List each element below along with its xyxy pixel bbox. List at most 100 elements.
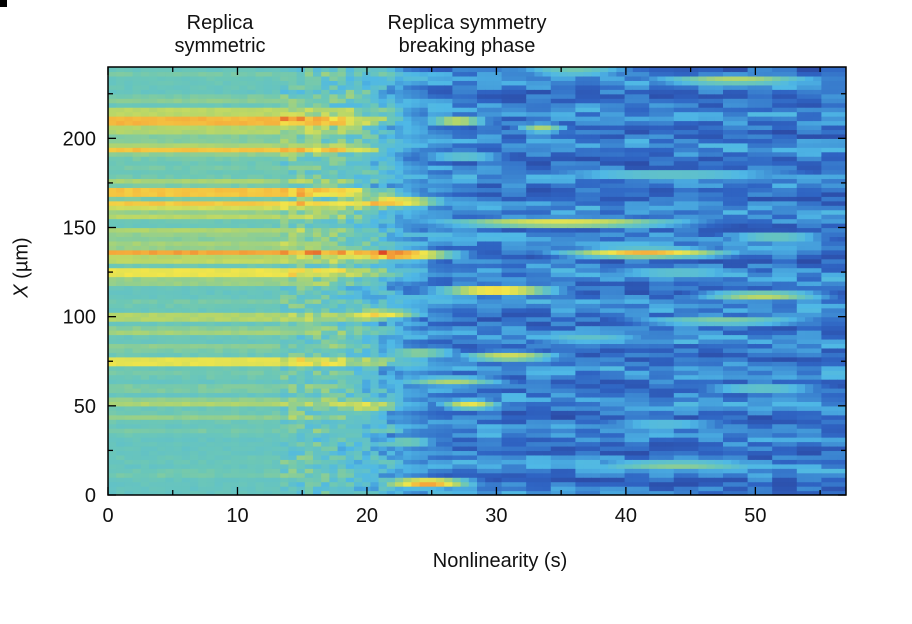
heatmap-cell xyxy=(329,463,339,469)
heatmap-cell xyxy=(214,156,224,162)
heatmap-cell xyxy=(222,160,232,166)
heatmap-cell xyxy=(313,281,322,287)
heatmap-cell xyxy=(165,67,175,73)
heatmap-cell xyxy=(263,370,273,376)
heatmap-cell xyxy=(165,392,175,398)
heatmap-cell xyxy=(321,312,330,318)
heatmap-cell xyxy=(132,401,142,407)
heatmap-cell xyxy=(526,388,535,394)
heatmap-cell xyxy=(362,405,371,411)
heatmap-cell xyxy=(436,102,445,108)
heatmap-cell xyxy=(419,303,429,309)
heatmap-cell xyxy=(181,223,191,229)
heatmap-cell xyxy=(149,298,158,304)
heatmap-cell xyxy=(222,200,232,206)
heatmap-cell xyxy=(485,80,494,86)
heatmap-cell xyxy=(149,182,158,188)
heatmap-cell xyxy=(444,205,453,211)
heatmap-cell xyxy=(526,316,535,322)
heatmap-cell xyxy=(304,84,314,90)
heatmap-cell xyxy=(436,481,445,487)
heatmap-cell xyxy=(149,209,158,215)
heatmap-cell xyxy=(280,383,289,389)
heatmap-cell xyxy=(288,463,298,469)
heatmap-cell xyxy=(468,178,478,184)
heatmap-cell xyxy=(468,298,478,304)
heatmap-cell xyxy=(132,120,142,126)
heatmap-cell xyxy=(140,365,150,371)
heatmap-cell xyxy=(329,205,339,211)
heatmap-cell xyxy=(370,111,380,117)
heatmap-cell xyxy=(206,281,216,287)
heatmap-cell xyxy=(526,111,535,117)
heatmap-cell xyxy=(222,67,232,73)
heatmap-cell xyxy=(206,365,216,371)
heatmap-cell xyxy=(509,205,519,211)
heatmap-cell xyxy=(304,191,314,197)
heatmap-cell xyxy=(460,325,470,331)
heatmap-cell xyxy=(181,361,191,367)
heatmap-cell xyxy=(321,182,330,188)
heatmap-cell xyxy=(436,356,445,362)
heatmap-cell xyxy=(173,437,183,443)
heatmap-cell xyxy=(386,432,396,438)
heatmap-cell xyxy=(493,437,503,443)
heatmap-cell xyxy=(239,89,248,95)
heatmap-cell xyxy=(411,231,421,238)
heatmap-cell xyxy=(411,71,421,77)
heatmap-cell xyxy=(140,325,150,331)
heatmap-cell xyxy=(345,343,355,349)
heatmap-cell xyxy=(436,236,445,242)
heatmap-cell xyxy=(321,214,330,220)
heatmap-cell xyxy=(501,116,511,122)
heatmap-cell xyxy=(321,294,330,300)
heatmap-cell xyxy=(272,182,281,188)
heatmap-cell xyxy=(345,330,355,336)
heatmap-cell xyxy=(370,93,380,99)
heatmap-cell xyxy=(247,490,257,495)
heatmap-cell xyxy=(370,477,380,483)
heatmap-cell xyxy=(509,472,519,478)
heatmap-cell xyxy=(518,312,527,318)
heatmap-cell xyxy=(304,410,314,416)
heatmap-cell xyxy=(477,347,486,353)
heatmap-cell xyxy=(386,361,396,367)
heatmap-cell xyxy=(247,410,257,416)
heatmap-cell xyxy=(272,459,281,465)
heatmap-cell xyxy=(132,316,142,322)
heatmap-cell xyxy=(280,267,289,273)
heatmap-cell xyxy=(108,445,117,452)
heatmap-cell xyxy=(173,80,183,86)
heatmap-cell xyxy=(280,419,289,425)
heatmap-cell xyxy=(222,227,232,233)
heatmap-cell xyxy=(501,352,511,358)
heatmap-cell xyxy=(263,334,273,340)
heatmap-cell xyxy=(321,129,330,135)
heatmap-cell xyxy=(157,214,166,220)
heatmap-cell xyxy=(345,423,355,429)
heatmap-cell xyxy=(116,356,125,362)
heatmap-cell xyxy=(231,165,240,171)
heatmap-cell xyxy=(345,263,355,269)
heatmap-cell xyxy=(345,124,355,131)
heatmap-cell xyxy=(403,258,412,264)
heatmap-cell xyxy=(419,370,429,376)
heatmap-cell xyxy=(403,214,412,220)
heatmap-cell xyxy=(124,80,134,86)
heatmap-cell xyxy=(198,441,207,447)
heatmap-cell xyxy=(263,124,273,131)
heatmap-cell xyxy=(477,490,486,495)
heatmap-cell xyxy=(419,174,429,180)
heatmap-cell xyxy=(149,396,158,402)
heatmap-cell xyxy=(395,325,404,331)
heatmap-cell xyxy=(460,205,470,211)
heatmap-cell xyxy=(321,330,330,336)
heatmap-cell xyxy=(296,196,306,202)
heatmap-cell xyxy=(436,361,445,367)
heatmap-cell xyxy=(370,374,380,380)
heatmap-cell xyxy=(124,116,134,122)
heatmap-cell xyxy=(386,330,396,336)
heatmap-cell xyxy=(345,138,355,144)
heatmap-cell xyxy=(313,214,322,220)
heatmap-cell xyxy=(501,196,511,202)
